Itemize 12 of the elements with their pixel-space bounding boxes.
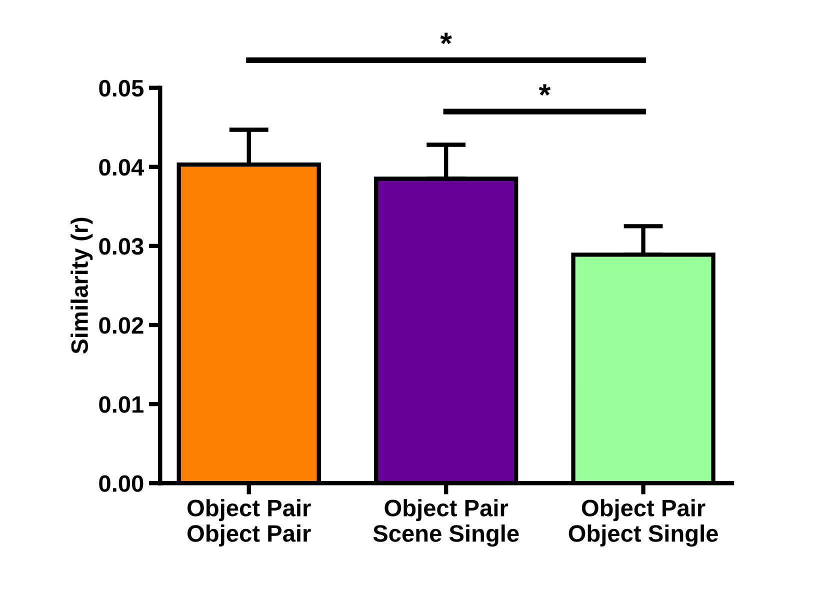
- y-tick-label: 0.02: [99, 317, 144, 334]
- y-axis-title: Similarity (r): [70, 218, 93, 354]
- y-tick-label: 0.04: [99, 158, 144, 176]
- y-tick-label: 0.01: [99, 396, 144, 413]
- x-tick-label: Object Pair Object Single: [568, 499, 718, 547]
- y-tick-label: 0.03: [99, 238, 144, 255]
- y-tick-label: 0.00: [99, 475, 144, 492]
- text: *: [440, 32, 452, 44]
- annotation: *: [538, 84, 551, 96]
- x-tick-label: Object Pair Scene Single: [373, 499, 519, 547]
- y-tick-label: 0.05: [99, 80, 144, 97]
- x-tick-label: Object Pair Object Pair: [188, 499, 311, 547]
